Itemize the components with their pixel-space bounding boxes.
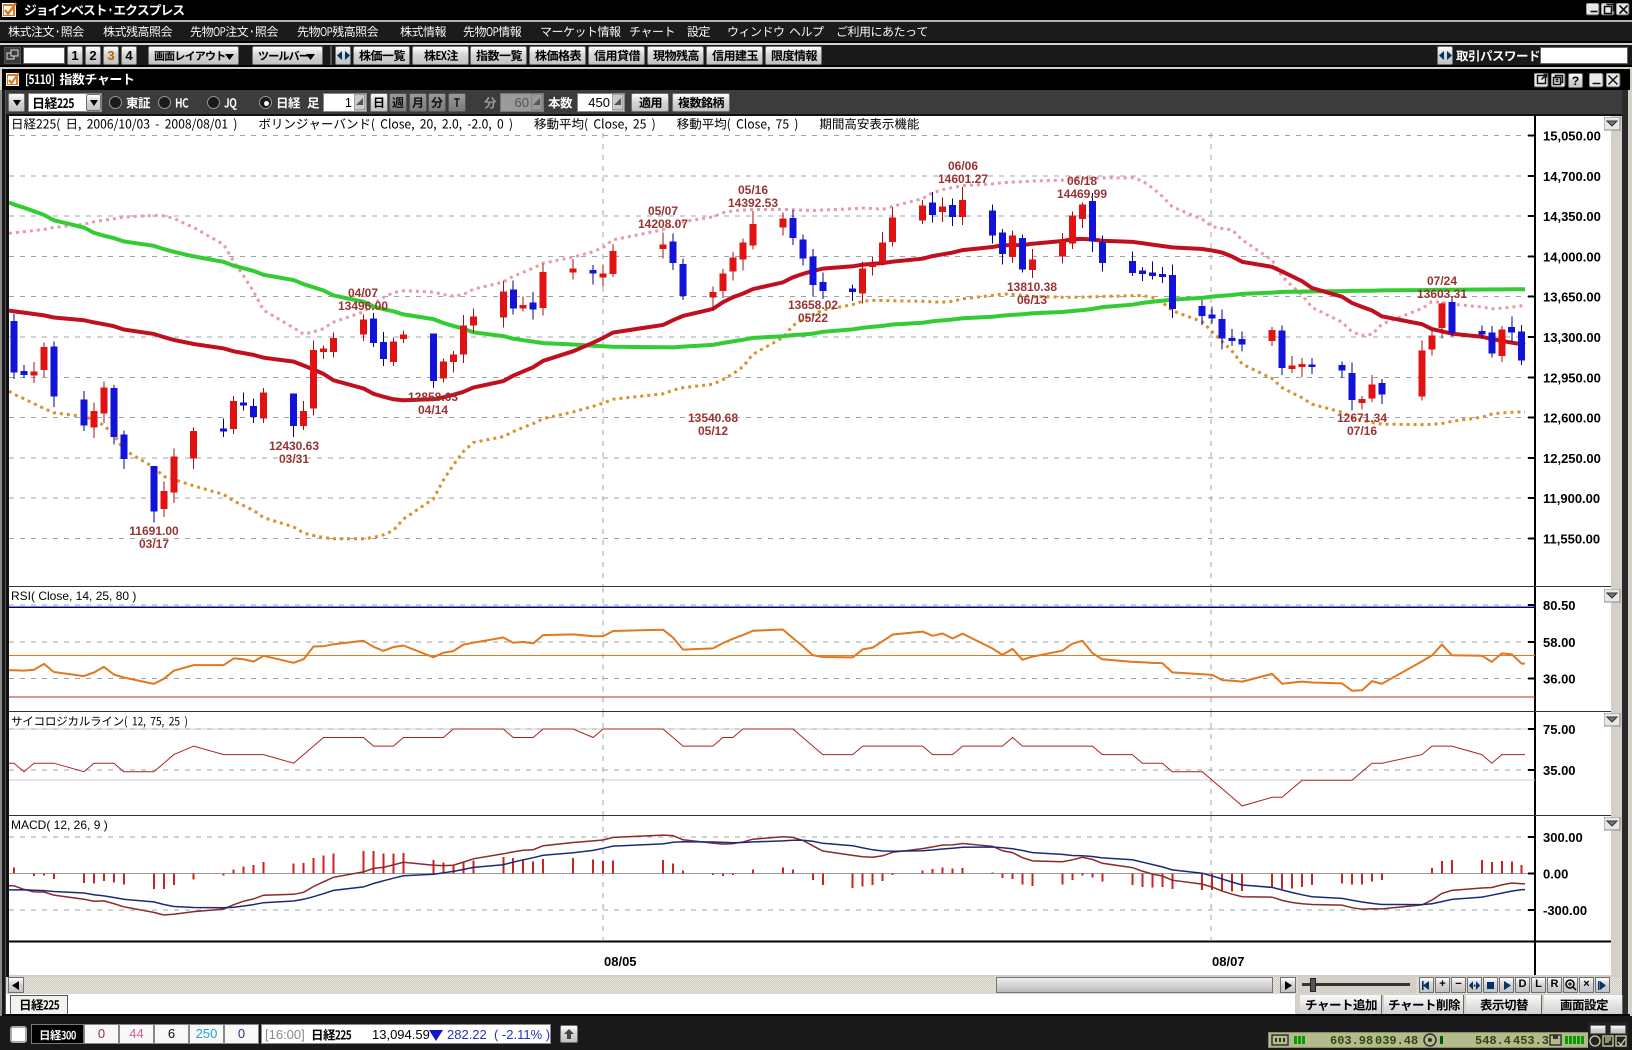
svg-text:13810.38: 13810.38 xyxy=(1007,280,1057,294)
svg-text:14469.99: 14469.99 xyxy=(1057,187,1107,201)
svg-text:12858.63: 12858.63 xyxy=(408,390,458,404)
svg-text:05/16: 05/16 xyxy=(738,183,768,197)
svg-text:14,700.00: 14,700.00 xyxy=(1543,169,1601,184)
svg-text:13496.00: 13496.00 xyxy=(338,299,388,313)
svg-text:03/31: 03/31 xyxy=(279,452,309,466)
svg-text:14601.27: 14601.27 xyxy=(938,172,988,186)
svg-text:36.00: 36.00 xyxy=(1543,672,1576,687)
svg-text:548.4: 548.4 xyxy=(1475,1034,1511,1047)
svg-text:06/13: 06/13 xyxy=(1017,293,1047,307)
svg-text:05/22: 05/22 xyxy=(798,311,828,325)
svg-text:15,050.00: 15,050.00 xyxy=(1543,129,1601,144)
svg-text:58.00: 58.00 xyxy=(1543,635,1576,650)
svg-text:603.98: 603.98 xyxy=(1330,1034,1373,1047)
svg-text:12,950.00: 12,950.00 xyxy=(1543,370,1601,385)
svg-text:RSI( Close, 14, 25, 80 ): RSI( Close, 14, 25, 80 ) xyxy=(11,589,136,603)
svg-text:13,300.00: 13,300.00 xyxy=(1543,330,1601,345)
svg-text:14392.53: 14392.53 xyxy=(728,196,778,210)
svg-text:300.00: 300.00 xyxy=(1543,830,1583,845)
svg-text:06/06: 06/06 xyxy=(948,159,978,173)
svg-text:04/07: 04/07 xyxy=(348,286,378,300)
svg-text:05/07: 05/07 xyxy=(648,204,678,218)
svg-text:04/14: 04/14 xyxy=(418,403,448,417)
svg-text:13658.02: 13658.02 xyxy=(788,298,838,312)
svg-text:-300.00: -300.00 xyxy=(1543,903,1587,918)
svg-text:12,600.00: 12,600.00 xyxy=(1543,411,1601,426)
svg-text:14,350.00: 14,350.00 xyxy=(1543,209,1601,224)
svg-text:MACD( 12, 26, 9 ): MACD( 12, 26, 9 ) xyxy=(11,818,108,832)
svg-text:14,000.00: 14,000.00 xyxy=(1543,249,1601,264)
svg-text:11,900.00: 11,900.00 xyxy=(1543,491,1600,506)
svg-text:07/24: 07/24 xyxy=(1427,274,1457,288)
svg-text:08/07: 08/07 xyxy=(1212,954,1245,969)
svg-text:03/17: 03/17 xyxy=(139,537,169,551)
svg-text:08/05: 08/05 xyxy=(604,954,637,969)
svg-text:12430.63: 12430.63 xyxy=(269,439,319,453)
svg-text:35.00: 35.00 xyxy=(1543,763,1576,778)
svg-text:0.00: 0.00 xyxy=(1543,867,1568,882)
svg-text:13,650.00: 13,650.00 xyxy=(1543,290,1601,305)
svg-text:05/12: 05/12 xyxy=(698,424,728,438)
svg-text:12,250.00: 12,250.00 xyxy=(1543,451,1601,466)
svg-text:14208.07: 14208.07 xyxy=(638,217,688,231)
svg-text:13603.31: 13603.31 xyxy=(1417,287,1467,301)
svg-text:06/18: 06/18 xyxy=(1067,174,1097,188)
svg-text:13540.68: 13540.68 xyxy=(688,411,738,425)
svg-text:12671.34: 12671.34 xyxy=(1337,411,1387,425)
svg-text:453.3: 453.3 xyxy=(1513,1034,1549,1047)
svg-text:80.50: 80.50 xyxy=(1543,598,1576,613)
svg-text:11691.00: 11691.00 xyxy=(129,524,179,538)
svg-text:75.00: 75.00 xyxy=(1543,722,1576,737)
svg-text:039.48: 039.48 xyxy=(1375,1034,1418,1047)
svg-text:07/16: 07/16 xyxy=(1347,424,1377,438)
svg-text:11,550.00: 11,550.00 xyxy=(1543,532,1600,547)
